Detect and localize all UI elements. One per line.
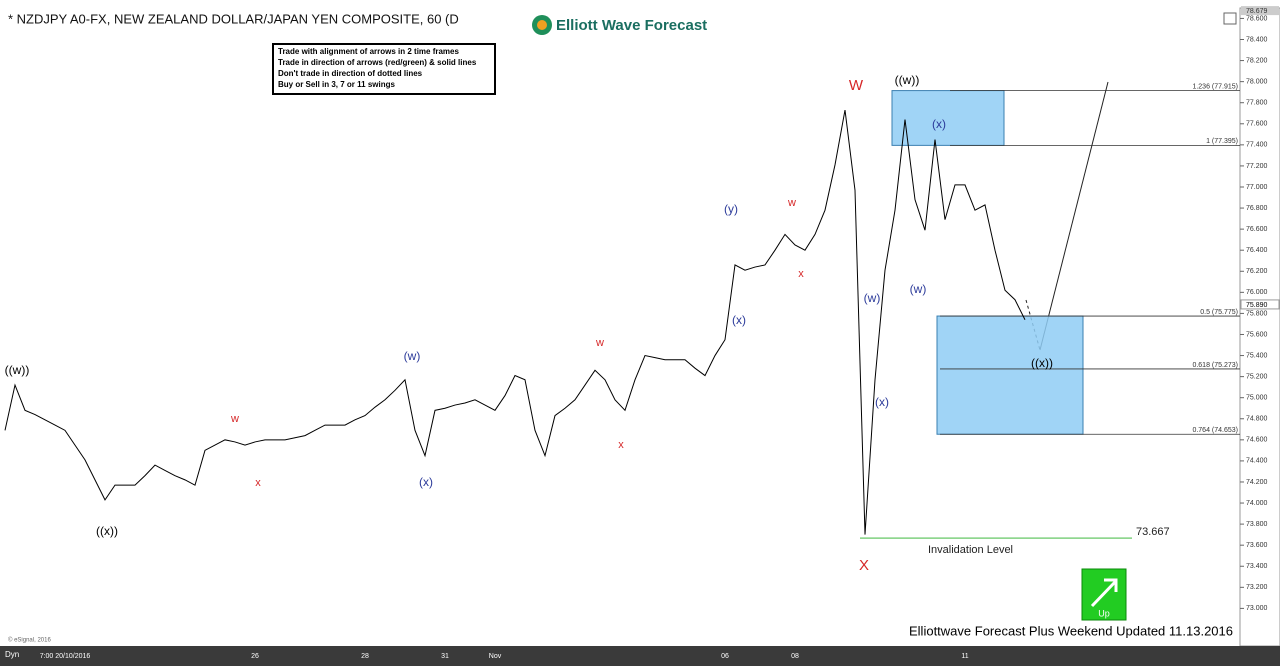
rules-box: [272, 43, 496, 95]
y-tick-label: 74.200: [1246, 479, 1268, 486]
wave-label: (x): [875, 395, 889, 409]
y-tick-label: 75.200: [1246, 373, 1268, 380]
wave-label: x: [798, 268, 804, 280]
invalidation-text: Invalidation Level: [928, 544, 1013, 556]
session: Dyn: [5, 650, 19, 659]
wave-label: w: [595, 337, 604, 349]
fib-label: 0.5 (75.775): [1200, 309, 1238, 316]
y-tick-label: 76.800: [1246, 205, 1268, 212]
y-tick-label: 77.000: [1246, 184, 1268, 191]
x-tick-label: 7:00 20/10/2016: [40, 653, 91, 660]
price-axis: [1239, 7, 1280, 647]
y-tick-label: 75.800: [1246, 310, 1268, 317]
target-box: [936, 315, 1084, 435]
y-tick-label: 74.000: [1246, 500, 1268, 507]
fib-label: 0.764 (74.653): [1192, 427, 1238, 434]
invalidation-value: 73.667: [1136, 526, 1170, 538]
axis-top-box: [1241, 6, 1279, 16]
y-tick-label: 75.400: [1246, 352, 1268, 359]
y-tick-label: 73.600: [1246, 542, 1268, 549]
y-tick-label: 76.400: [1246, 247, 1268, 254]
wave-label: (w): [864, 291, 881, 305]
y-tick-label: 75.000: [1246, 395, 1268, 402]
y-tick-label: 77.800: [1246, 100, 1268, 107]
wave-label: (w): [404, 349, 421, 363]
y-tick-label: 74.600: [1246, 437, 1268, 444]
y-tick-label: 78.600: [1246, 15, 1268, 22]
target-box: [891, 90, 1005, 146]
y-tick-label: 73.800: [1246, 521, 1268, 528]
wave-label: ((x)): [96, 524, 118, 538]
y-tick-label: 74.800: [1246, 416, 1268, 423]
logo-text: Elliott Wave Forecast: [556, 17, 707, 34]
axis-top-label: 78.679: [1246, 8, 1268, 15]
x-tick-label: 26: [251, 653, 259, 660]
wave-label: ((w)): [895, 73, 920, 87]
y-tick-label: 73.400: [1246, 563, 1268, 570]
y-tick-label: 76.600: [1246, 226, 1268, 233]
logo-icon-inner: [537, 20, 547, 30]
wave-label: x: [255, 477, 261, 489]
wave-label: (w): [910, 282, 927, 296]
y-tick-label: 76.000: [1246, 289, 1268, 296]
price-line: [4, 109, 1026, 535]
y-tick-label: 75.600: [1246, 331, 1268, 338]
rule-line: Trade with alignment of arrows in 2 time…: [278, 47, 459, 56]
footer: Elliottwave Forecast Plus Weekend Update…: [909, 623, 1233, 638]
y-tick-label: 78.000: [1246, 78, 1268, 85]
last-price-box: [1240, 299, 1280, 310]
fib-label: 1 (77.395): [1206, 138, 1238, 145]
y-tick-label: 73.000: [1246, 605, 1268, 612]
wave-label: (x): [732, 313, 746, 327]
rule-line: Buy or Sell in 3, 7 or 11 swings: [278, 80, 395, 89]
y-tick-label: 77.200: [1246, 163, 1268, 170]
fib-label: 1.236 (77.915): [1192, 83, 1238, 90]
wave-label: w: [230, 413, 239, 425]
wave-label: x: [618, 439, 624, 451]
last-price-label: 75.890: [1246, 302, 1268, 309]
y-tick-label: 78.200: [1246, 57, 1268, 64]
up-label: Up: [1098, 608, 1110, 618]
fib-label: 0.618 (75.273): [1192, 362, 1238, 369]
time-axis: [0, 646, 1280, 666]
x-tick-label: 06: [721, 653, 729, 660]
wave-label: (y): [724, 202, 738, 216]
y-tick-label: 77.600: [1246, 121, 1268, 128]
y-tick-label: 74.400: [1246, 458, 1268, 465]
up-arrow: [1090, 578, 1118, 608]
x-tick-label: 11: [961, 653, 968, 660]
wave-label: X: [859, 557, 869, 574]
x-tick-label: 08: [791, 653, 799, 660]
rule-line: Don't trade in direction of dotted lines: [278, 69, 423, 78]
y-tick-label: 76.200: [1246, 268, 1268, 275]
chart-title: * NZDJPY A0-FX, NEW ZEALAND DOLLAR/JAPAN…: [8, 11, 459, 26]
y-tick-label: 78.400: [1246, 36, 1268, 43]
x-tick-label: 28: [361, 653, 369, 660]
projection-line: [1039, 81, 1109, 351]
y-tick-label: 77.400: [1246, 142, 1268, 149]
y-tick-label: 73.200: [1246, 584, 1268, 591]
wave-label: W: [849, 77, 864, 94]
wave-label: w: [787, 197, 796, 209]
wave-label: (x): [419, 475, 433, 489]
wave-label: (x): [932, 117, 946, 131]
rule-line: Trade in direction of arrows (red/green)…: [278, 58, 477, 67]
wave-label: ((x)): [1031, 356, 1053, 370]
copyright: © eSignal, 2016: [8, 637, 51, 644]
x-tick-label: Nov: [489, 653, 502, 660]
wave-label: ((w)): [5, 363, 30, 377]
window-button[interactable]: [1223, 12, 1237, 25]
x-tick-label: 31: [441, 653, 449, 660]
